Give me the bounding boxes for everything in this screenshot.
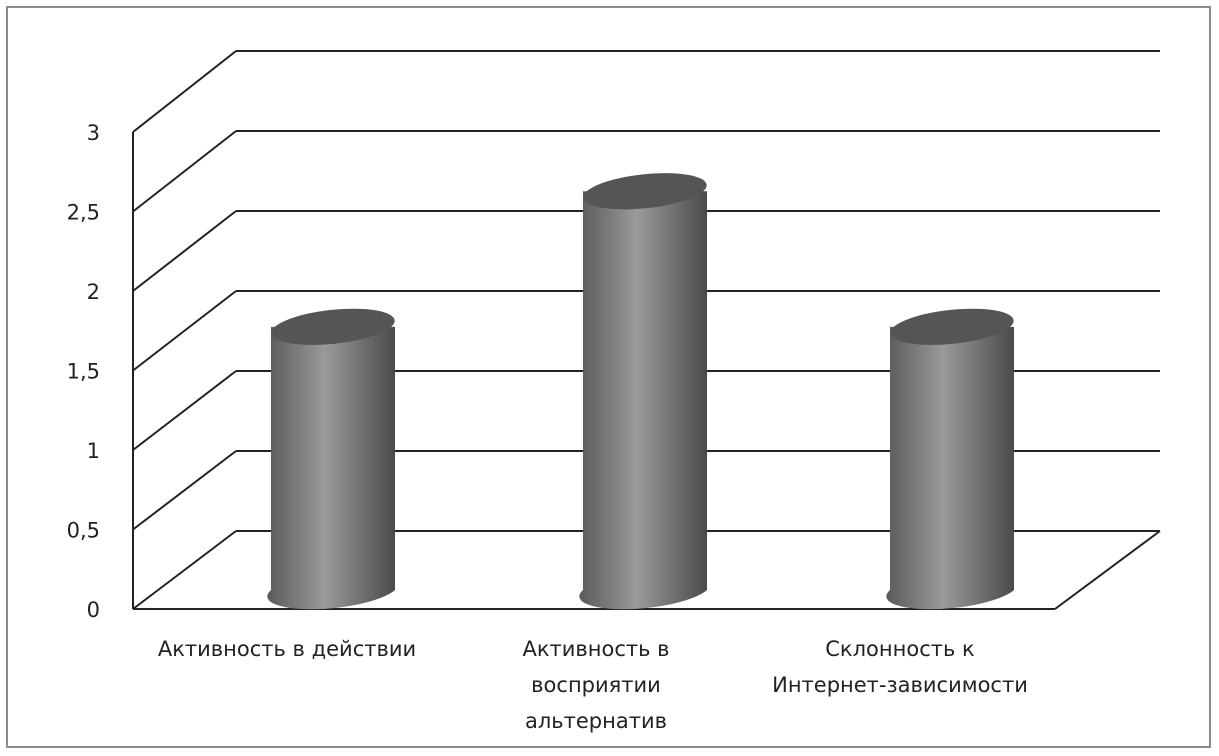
y-tick-label: 0,5 xyxy=(67,519,100,543)
y-tick-label: 0 xyxy=(87,598,100,622)
x-category-line: Интернет-зависимости xyxy=(772,673,1028,697)
gridline-side xyxy=(132,450,237,531)
y-tick-label: 2,5 xyxy=(67,201,100,225)
floor-right-edge xyxy=(1054,530,1161,610)
y-axis: 0 0,5 1 1,5 2 2,5 3 xyxy=(67,121,100,622)
bar xyxy=(267,308,395,610)
bar xyxy=(886,308,1014,610)
bar-top xyxy=(583,173,707,210)
gridline-side xyxy=(132,530,237,610)
y-tick-label: 1,5 xyxy=(67,360,100,384)
gridline-side xyxy=(132,130,237,213)
gridline-side xyxy=(132,290,237,372)
x-axis: Активность в действии Активность в восприя… xyxy=(158,637,1028,733)
bar-body xyxy=(886,326,1014,610)
x-category-line: альтернатив xyxy=(525,709,667,733)
y-tick-label: 3 xyxy=(87,121,100,145)
x-category-line: восприятии xyxy=(531,673,661,697)
bars xyxy=(267,173,1014,610)
x-category-line: Активность в xyxy=(522,637,669,661)
gridline-side xyxy=(132,210,237,292)
x-category-label: Активность в восприятии альтернатив xyxy=(522,637,669,733)
x-category-line: Склонность к xyxy=(825,637,974,661)
x-category-line: Активность в действии xyxy=(158,637,416,661)
x-category-label: Склонность к Интернет-зависимости xyxy=(772,637,1028,697)
x-category-label: Активность в действии xyxy=(158,637,416,661)
bar-body xyxy=(579,191,707,610)
y-tick-label: 1 xyxy=(87,439,100,463)
gridline-side xyxy=(132,370,237,451)
bar-body xyxy=(267,326,395,610)
y-tick-label: 2 xyxy=(87,280,100,304)
bar-top xyxy=(890,308,1014,345)
bar xyxy=(579,173,707,610)
bar-top xyxy=(271,308,395,345)
gridline-side xyxy=(132,50,237,133)
